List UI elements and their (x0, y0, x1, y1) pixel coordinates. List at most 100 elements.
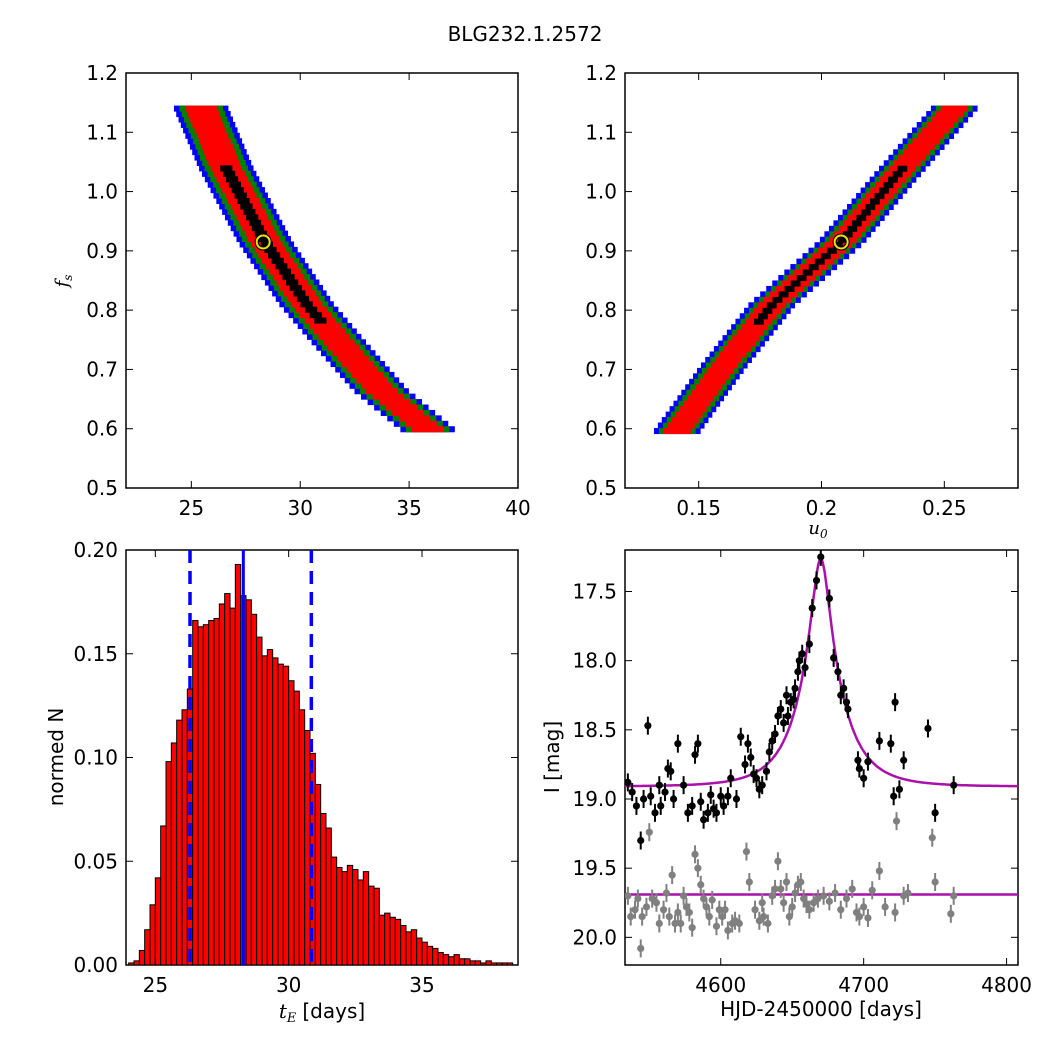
data-point-event (854, 756, 862, 764)
bottom-left-xtick-label: 30 (276, 973, 301, 997)
histogram-bar (421, 941, 428, 965)
top-right-ytick-label: 0.6 (585, 417, 617, 441)
top-right-cell-core (856, 214, 867, 221)
histogram-bar (202, 624, 210, 965)
top-right-cell-inner (671, 417, 699, 424)
data-point-shifted (702, 903, 711, 911)
top-left-cell-inner (398, 415, 431, 422)
histogram-bar (368, 885, 375, 965)
top-right-cell-core (762, 307, 773, 314)
top-left-cell-inner (327, 344, 360, 351)
top-left-cell-core (251, 225, 265, 232)
data-point-shifted (645, 828, 653, 836)
histogram-bar (362, 871, 370, 965)
top-right-cell-inner (667, 422, 695, 429)
top-left-cell-core (289, 284, 302, 291)
top-left-cell-core (257, 236, 270, 243)
top-left-ytick-label: 0.7 (86, 357, 118, 381)
panel-fs-vs-te-frame (125, 72, 519, 489)
data-point-shifted (637, 944, 645, 953)
data-point-event (697, 798, 705, 806)
top-left-cell-inner (190, 116, 222, 123)
top-left-ytick-label: 1.0 (86, 180, 118, 204)
top-left-ytick-label: 0.5 (86, 476, 118, 500)
histogram-bar (496, 962, 503, 965)
data-point-event (844, 705, 852, 713)
data-point-event (837, 691, 845, 699)
histogram-bar (245, 599, 252, 965)
top-left-cell-core (248, 219, 262, 226)
panel-te-histogram-ylabel: normed N (44, 708, 68, 807)
histogram-bar (181, 709, 188, 965)
data-point-event (768, 737, 776, 745)
data-point-event (758, 781, 766, 789)
top-left-cell-core (275, 263, 288, 270)
top-left-cell-inner (199, 138, 231, 145)
top-left-cell-inner (187, 111, 220, 118)
data-point-event (860, 774, 868, 782)
top-right-cell-inner (679, 406, 707, 413)
top-left-cell-core (271, 257, 284, 264)
histogram-bar (506, 962, 514, 965)
data-point-shifted (715, 906, 723, 914)
top-left-cell-inner (342, 361, 374, 368)
data-point-event (679, 781, 688, 789)
data-point-shifted (760, 912, 768, 921)
data-point-shifted (782, 878, 791, 886)
top-right-cell-core (802, 269, 813, 276)
histogram-bar (170, 742, 178, 965)
data-point-event (890, 792, 898, 800)
bottom-left-ytick-label: 0.10 (73, 746, 118, 770)
data-point-event (762, 767, 771, 775)
top-left-cell-inner (411, 426, 444, 433)
data-point-event (950, 781, 958, 789)
top-right-ytick-label: 0.8 (585, 298, 617, 322)
histogram-bar (405, 931, 412, 965)
top-left-cell-inner (192, 121, 224, 128)
bottom-right-xtick-label: 4700 (838, 973, 889, 997)
bottom-right-ytick-label: 18.5 (572, 718, 617, 742)
top-left-cell-inner (392, 409, 424, 416)
top-right-cell-core (826, 247, 837, 254)
data-point-event (720, 802, 728, 810)
data-point-shifted (700, 895, 708, 903)
data-point-event (667, 767, 675, 775)
data-point-event (732, 795, 741, 803)
data-point-event (651, 809, 659, 817)
data-point-shifted (697, 881, 705, 889)
data-point-event (661, 788, 669, 796)
histogram-bar (138, 949, 146, 965)
data-point-shifted (751, 906, 759, 914)
histogram-bar (298, 709, 306, 965)
data-point-event (780, 719, 788, 727)
histogram-bar (144, 929, 151, 965)
histogram-bar (384, 912, 391, 965)
top-right-cell-core (796, 274, 807, 282)
histogram-bar (272, 657, 279, 965)
histogram-bar (341, 871, 348, 965)
top-left-cell-inner (356, 377, 388, 384)
top-left-cell-core (234, 192, 247, 199)
data-point-shifted (688, 924, 696, 932)
data-point-event (674, 740, 682, 748)
histogram-bar (416, 937, 423, 965)
top-right-ytick-label: 0.7 (585, 357, 617, 381)
top-right-cell-inner (736, 329, 764, 336)
data-point-event (790, 695, 798, 704)
data-point-shifted (928, 834, 936, 842)
top-right-ytick-label: 0.9 (585, 239, 617, 263)
top-left-ytick-label: 1.1 (86, 120, 118, 144)
histogram-bar (314, 783, 322, 965)
top-right-cell-core (865, 203, 876, 211)
histogram-bar (325, 827, 332, 965)
top-right-ytick-label: 1.2 (585, 61, 617, 85)
top-left-cell-core (237, 197, 250, 205)
histogram-bar (149, 904, 156, 965)
histogram-bar (192, 620, 199, 965)
histogram-bar (474, 960, 482, 965)
data-point-shifted (771, 885, 779, 893)
data-point-event (795, 657, 803, 665)
data-point-shifted (800, 895, 808, 903)
data-point-event (777, 705, 785, 713)
top-left-cell-core (282, 274, 295, 281)
